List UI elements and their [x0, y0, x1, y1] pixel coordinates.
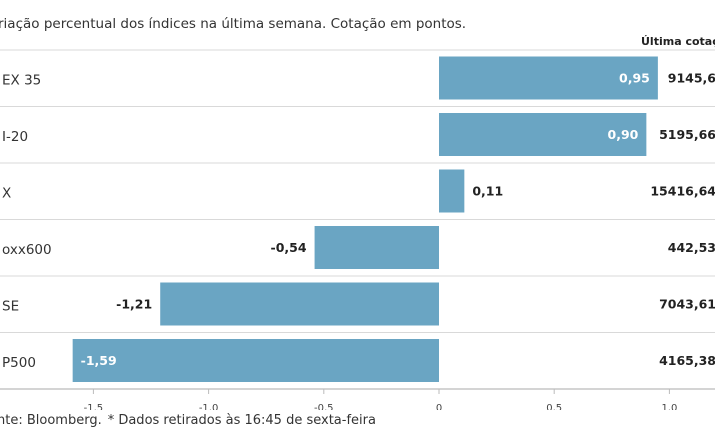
source-note: nte: Bloomberg.: [0, 413, 102, 428]
category-label: P500: [2, 355, 36, 371]
value-label: -1,59: [81, 353, 117, 368]
value-label: 0,95: [619, 71, 650, 86]
quote-value: 7043,61: [659, 297, 715, 312]
category-label: I-20: [2, 129, 28, 145]
value-label: 0,90: [608, 127, 639, 142]
axis-tick-label: -1,5: [84, 403, 104, 410]
bar-1: [439, 113, 647, 156]
bar-2: [439, 169, 465, 213]
axis-tick-label: 0: [436, 403, 442, 410]
category-label: EX 35: [2, 72, 41, 88]
axis-tick-label: -1,0: [199, 403, 219, 410]
value-label: 0,11: [472, 184, 503, 199]
quote-value: 9145,6: [668, 71, 715, 86]
axis-tick-label: 1,0: [661, 403, 677, 410]
bar-chart: EX 35 0,95 9145,6 I-20 0,90 5195,66 X 0,11 15416…: [0, 49, 715, 410]
axis-tick-label: -0,5: [314, 403, 334, 410]
axis-tick-label: 0,5: [546, 403, 562, 410]
category-label: SE: [2, 298, 19, 314]
quote-value: 4165,38: [659, 353, 715, 368]
bar-4: [160, 282, 439, 326]
bar-5: [72, 339, 439, 382]
quote-value: 5195,66: [659, 127, 715, 142]
value-label: -1,21: [116, 297, 152, 312]
data-note: * Dados retirados às 16:45 de sexta-feir…: [107, 413, 376, 428]
category-label: X: [2, 185, 11, 201]
bar-0: [439, 56, 658, 100]
category-label: oxx600: [2, 242, 52, 258]
value-label: -0,54: [271, 240, 307, 255]
chart-subtitle: riação percentual dos índices na última …: [0, 16, 467, 32]
footnote: nte: Bloomberg. * Dados retirados às 16:4…: [0, 413, 382, 428]
quote-value: 442,53: [668, 240, 715, 255]
bar-3: [314, 226, 439, 269]
quote-value: 15416,64: [650, 184, 715, 199]
quote-column-header: Última cotaç: [641, 35, 715, 48]
